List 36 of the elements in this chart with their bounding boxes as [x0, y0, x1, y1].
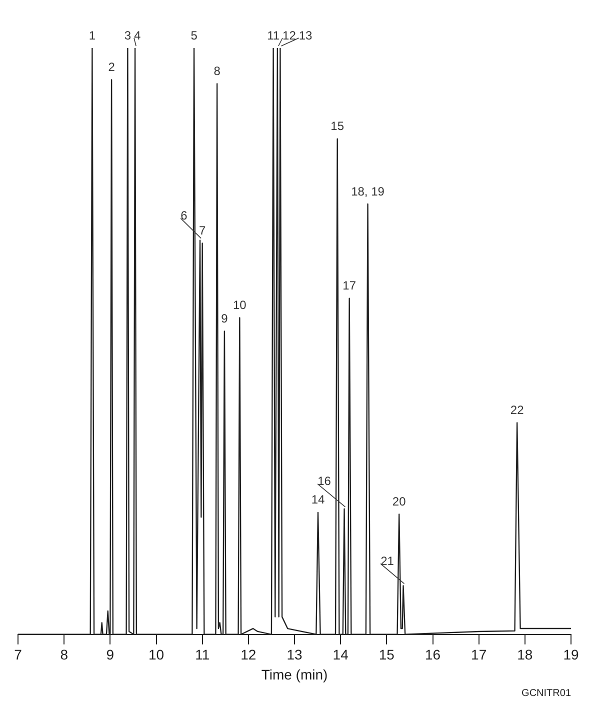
x-tick-label: 13: [286, 646, 302, 663]
annotation: 18, 19: [351, 184, 385, 198]
x-tick-label: 17: [471, 646, 487, 663]
annotation: 2: [108, 60, 116, 74]
x-tick-label: 7: [14, 646, 22, 663]
annotation: 8: [214, 64, 221, 78]
annotation: 14: [311, 492, 325, 507]
annotation: 16: [318, 474, 332, 488]
x-tick-label: 14: [332, 646, 349, 663]
annotation: 6: [180, 208, 188, 223]
annotation: 11: [267, 28, 280, 42]
annotation: 10: [232, 298, 247, 312]
annotation: 5: [190, 28, 198, 42]
annotation: 12: [282, 28, 296, 42]
x-tick-label: 15: [378, 646, 395, 663]
annotation: 9: [221, 312, 228, 326]
text: GCNITR01: [520, 688, 572, 699]
annotation: 17: [342, 278, 356, 293]
x-tick-label: 19: [563, 646, 579, 663]
annotation: 22: [510, 403, 524, 418]
annotation: 1: [88, 28, 96, 42]
annotation: 15: [330, 119, 344, 134]
x-tick-label: 9: [106, 646, 114, 663]
x-tick-label: 8: [60, 646, 68, 663]
annotation: 3: [124, 28, 132, 42]
x-tick-label: 18: [517, 646, 533, 663]
annotation: 21: [380, 554, 394, 568]
annotation: 13: [298, 28, 313, 42]
x-tick-label: 10: [148, 646, 164, 663]
x-tick-label: 12: [240, 646, 256, 663]
annotation: 4: [134, 28, 142, 42]
x-tick-label: 11: [195, 646, 210, 663]
annotation: 20: [392, 494, 406, 508]
x-axis-title: Time (min): [261, 666, 328, 682]
x-tick-label: 16: [424, 646, 441, 663]
annotation: 7: [198, 224, 206, 238]
